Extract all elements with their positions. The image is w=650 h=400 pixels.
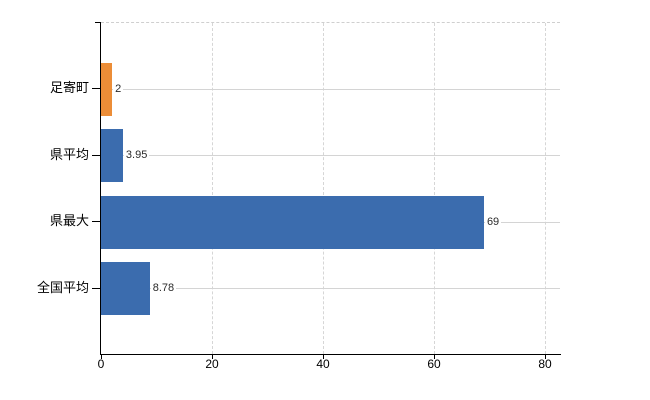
bar-value-label: 69 (484, 215, 502, 229)
vertical-gridline (212, 23, 213, 354)
y-axis-tick (92, 88, 101, 89)
category-label: 足寄町 (49, 80, 89, 95)
y-axis-line (100, 22, 101, 354)
bar-value-label: 3.95 (123, 149, 150, 162)
x-tick-label: 80 (538, 357, 552, 371)
y-axis-tick (92, 287, 101, 289)
category-gridline (101, 288, 560, 289)
plot-area: 2 3.95 69 8.78 (101, 22, 560, 354)
x-axis-tick (545, 354, 546, 359)
x-axis-tick (323, 354, 324, 359)
bar-value-label: 8.78 (150, 282, 177, 295)
category-label: 全国平均 (36, 279, 89, 295)
vertical-gridline (323, 23, 324, 354)
x-tick-label: 60 (427, 357, 441, 371)
x-tick-label: 40 (316, 357, 330, 371)
x-axis-tick (101, 354, 102, 359)
bar (101, 129, 123, 182)
category-gridline (101, 88, 560, 90)
category-gridline (101, 155, 560, 156)
y-axis-end-tick (95, 22, 101, 23)
x-tick-label: 20 (205, 357, 219, 371)
vertical-gridline (434, 23, 435, 354)
bar (101, 195, 484, 249)
category-label: 県平均 (49, 146, 89, 162)
y-axis-tick (92, 221, 101, 222)
bar (101, 62, 113, 116)
vertical-gridline (545, 23, 546, 354)
x-tick-label: 0 (97, 357, 105, 371)
x-axis-tick (212, 354, 213, 359)
bar (101, 262, 150, 315)
y-axis-tick (92, 154, 101, 156)
x-axis-tick (434, 354, 435, 359)
category-label: 県最大 (49, 213, 89, 228)
x-axis-line (100, 354, 561, 355)
bar-value-label: 2 (113, 82, 124, 96)
